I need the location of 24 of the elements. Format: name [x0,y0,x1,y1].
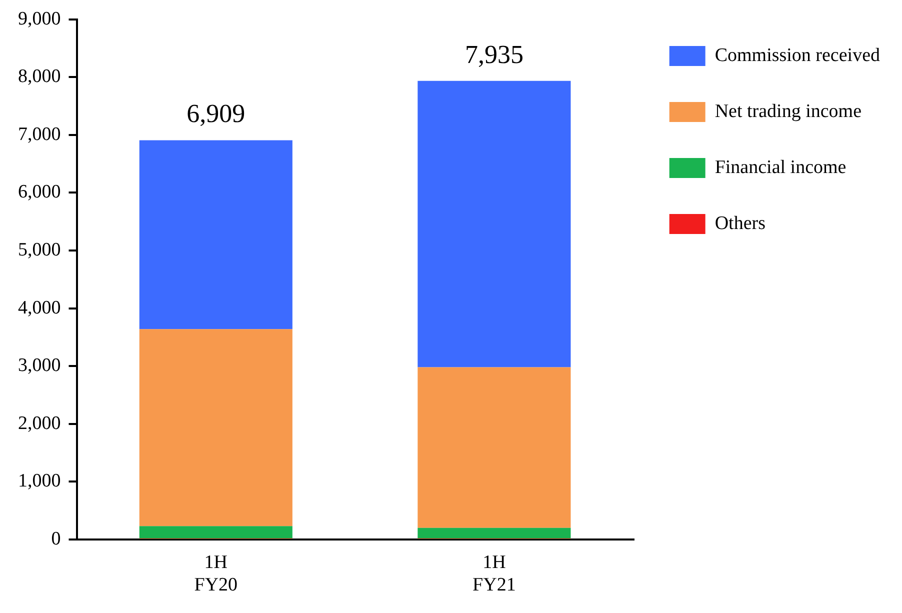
y-tick-label: 3,000 [18,355,61,376]
bar [139,526,292,539]
y-tick-label: 9,000 [18,8,61,30]
bar [139,329,292,526]
y-tick-label: 7,000 [18,124,61,145]
total-label: 7,935 [464,40,524,69]
bar [139,140,292,330]
y-tick-label: 5,000 [18,239,61,260]
y-tick-label: 6,000 [18,182,61,203]
bar [418,80,571,368]
legend-label: Others [714,212,766,234]
y-tick-label: 4,000 [18,297,61,318]
legend-label: Net trading income [714,100,862,122]
legend-label: Financial income [714,156,846,178]
total-label: 6,909 [186,99,246,128]
y-tick-label: 1,000 [18,470,61,492]
y-tick-label: 8,000 [18,66,61,88]
bar [418,367,571,528]
y-tick-label: 2,000 [18,412,61,434]
y-tick-label: 0 [51,528,61,550]
bar [418,528,571,539]
x-tick-label: 1H FY21 [472,552,516,596]
legend-label: Commission received [714,44,880,66]
x-tick-label: 1H FY20 [194,552,238,596]
